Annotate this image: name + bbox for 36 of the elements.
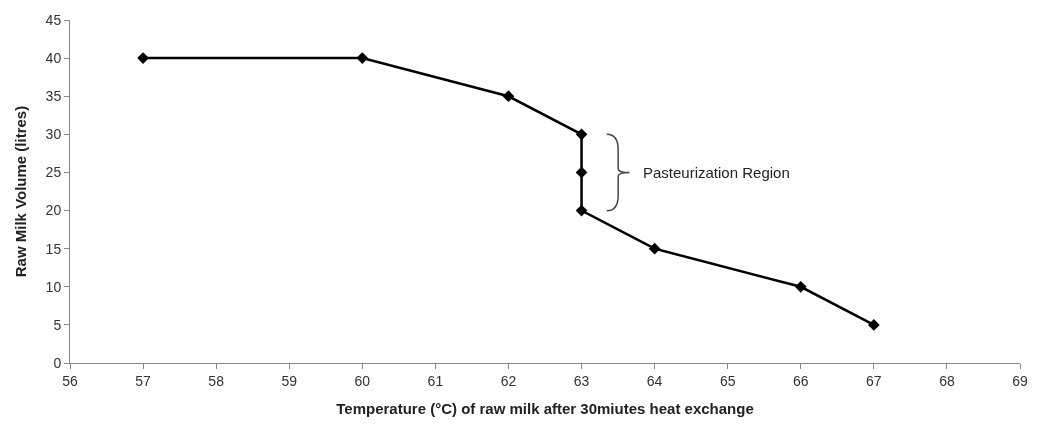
y-tick-label: 5 (53, 316, 62, 333)
y-tick-label: 25 (45, 164, 62, 181)
y-tick-label: 35 (45, 88, 62, 105)
y-tick-label: 40 (45, 50, 62, 67)
y-tick-label: 10 (45, 278, 62, 295)
x-tick-label: 65 (719, 372, 736, 389)
point (868, 319, 880, 331)
point (794, 280, 807, 293)
y-tick-label: 15 (45, 240, 62, 257)
x-tick-label: 59 (281, 372, 298, 389)
point (356, 52, 369, 64)
point (575, 128, 588, 141)
point (648, 242, 661, 255)
x-tick-label: 67 (866, 372, 882, 389)
x-tick-label: 56 (62, 372, 78, 389)
point (575, 204, 588, 217)
y-tick-label: 0 (53, 354, 62, 371)
point (137, 52, 149, 64)
x-tick-label: 57 (135, 372, 152, 389)
annotation: Pasteurization Region (643, 164, 790, 181)
y-tick-label: 30 (45, 126, 62, 143)
x-tick-label: 58 (208, 372, 225, 389)
point (575, 166, 588, 179)
x-tick-label: 60 (354, 372, 371, 389)
y-axis-title: Raw Milk Volume (litres) (11, 105, 29, 278)
x-tick-label: 66 (792, 372, 809, 389)
point (502, 90, 515, 103)
x-tick-label: 63 (573, 372, 590, 389)
x-tick-label: 61 (427, 372, 444, 389)
y-tick-label: 45 (45, 11, 62, 28)
x-axis-title: Temperature (°C) of raw milk after 30miutes heat exchange (336, 399, 754, 417)
x-tick-label: 62 (500, 372, 517, 389)
x-tick-label: 69 (1012, 372, 1028, 389)
x-tick-label: 64 (646, 372, 663, 389)
y-tick-label: 20 (45, 202, 62, 219)
x-tick-label: 68 (939, 372, 955, 389)
